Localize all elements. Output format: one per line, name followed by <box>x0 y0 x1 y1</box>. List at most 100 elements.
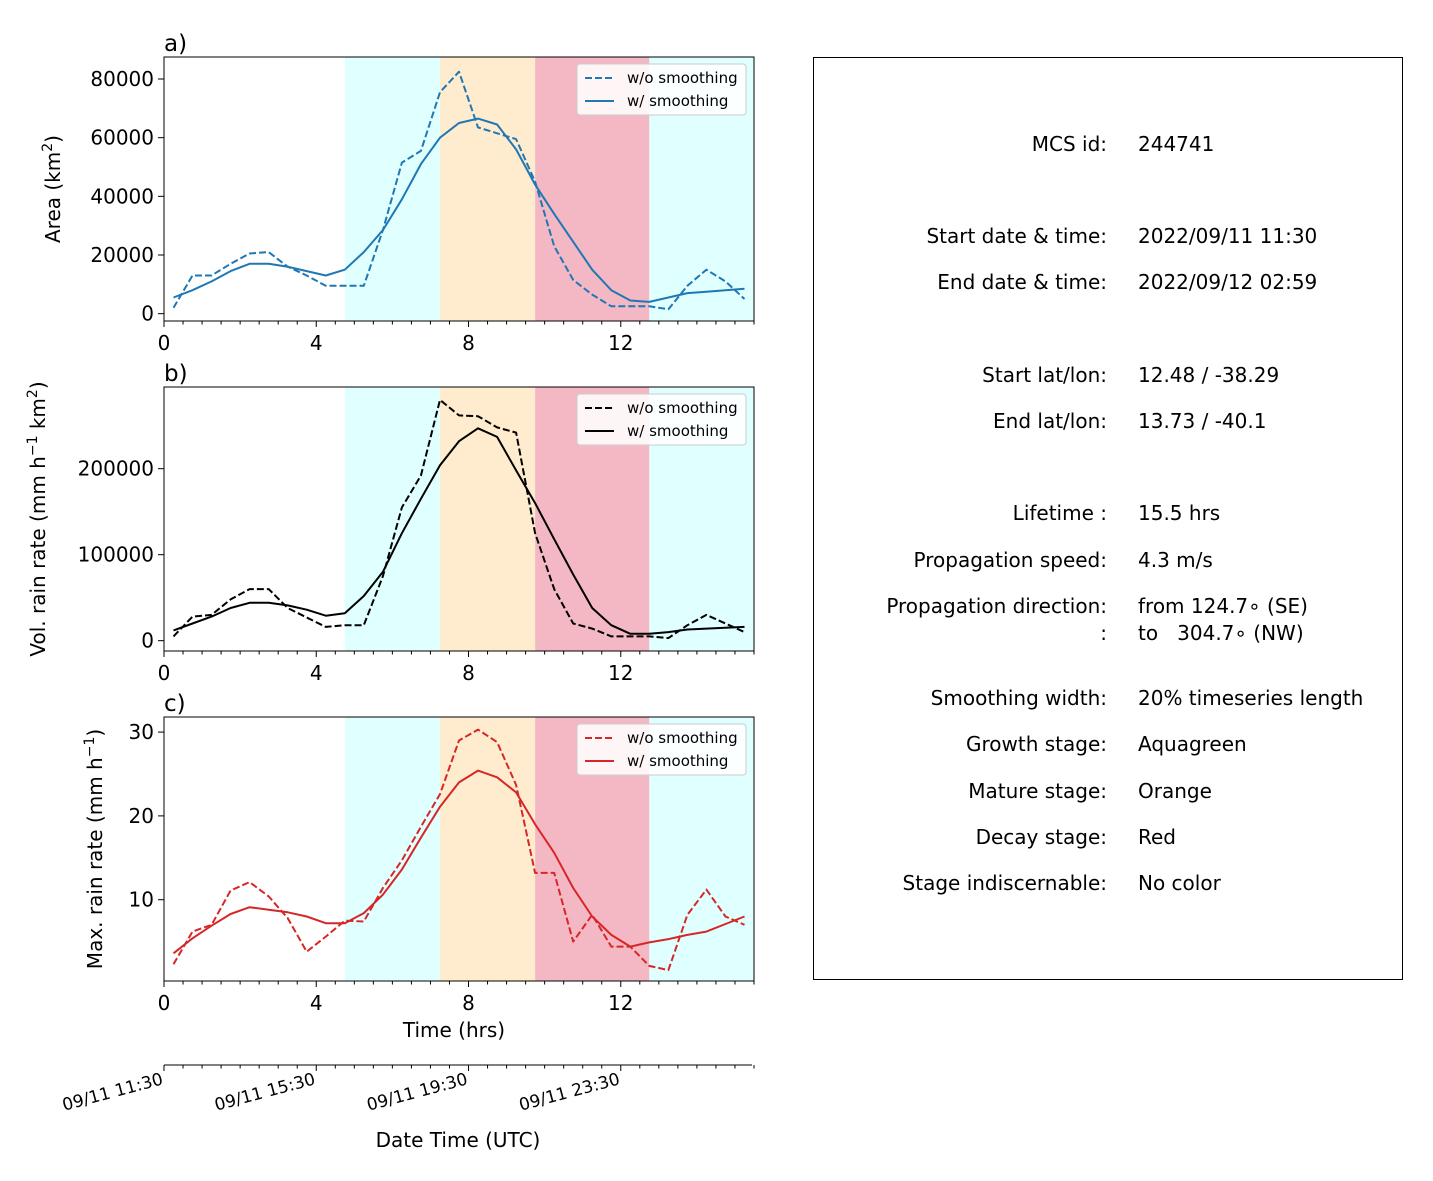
axes-frame <box>163 716 755 982</box>
stage-band <box>439 57 536 321</box>
legend-entry: w/o smoothing <box>627 69 738 87</box>
y-tick-label: 20 <box>129 804 154 828</box>
y-tick-label: 200000 <box>78 457 154 481</box>
info-row-end-latlon: End lat/lon: 13.73 / -40.1 <box>814 409 1402 433</box>
y-tick-label: 20000 <box>90 243 154 267</box>
info-row-decay-stage: Decay stage: Red <box>814 825 1402 849</box>
info-value: 15.5 hrs <box>1138 501 1221 525</box>
info-row-propagation-speed: Propagation speed: 4.3 m/s <box>814 548 1402 572</box>
x-tick-label: 0 <box>158 331 171 355</box>
y-axis-label: Vol. rain rate (mm h−1 km2) <box>25 381 50 656</box>
legend-box <box>576 63 747 116</box>
chart-panel-3: 10 20 30 0 4 8 12 c) Max. rain rate (mm h−1) Time… <box>82 691 755 1042</box>
date-tick-label: 09/11 11:30 <box>60 1070 165 1116</box>
legend-entry: w/ smoothing <box>627 92 728 110</box>
info-value: 12.48 / -38.29 <box>1138 363 1280 387</box>
info-row-start-time: Start date & time: 2022/09/11 11:30 <box>814 224 1402 248</box>
x-tick-label: 12 <box>608 331 633 355</box>
y-tick-label: 0 <box>141 629 154 653</box>
series-line <box>172 728 745 972</box>
info-label: End date & time: <box>937 270 1107 294</box>
info-value: Orange <box>1138 779 1212 803</box>
info-label: Mature stage: <box>968 779 1107 803</box>
y-tick-label: 0 <box>141 302 154 326</box>
info-row-stage-indiscernable: Stage indiscernable: No color <box>814 871 1402 895</box>
info-value: 2022/09/12 02:59 <box>1138 270 1318 294</box>
info-label: Start lat/lon: <box>982 363 1107 387</box>
info-row-propagation-direction-to: : to 304.7∘ (NW) <box>814 621 1402 645</box>
info-label: Propagation speed: <box>913 548 1107 572</box>
y-tick-label: 40000 <box>90 184 154 208</box>
info-value: to 304.7∘ (NW) <box>1138 621 1304 645</box>
info-row-start-latlon: Start lat/lon: 12.48 / -38.29 <box>814 363 1402 387</box>
date-tick-label: 09/11 23:30 <box>517 1070 622 1116</box>
info-value: 2022/09/11 11:30 <box>1138 224 1318 248</box>
stage-band <box>344 717 440 981</box>
panel-label: c) <box>164 691 186 717</box>
legend-entry: w/ smoothing <box>627 422 728 440</box>
info-value: 4.3 m/s <box>1138 548 1213 572</box>
y-tick-label: 80000 <box>90 67 154 91</box>
info-value: No color <box>1138 871 1221 895</box>
info-value: from 124.7∘ (SE) <box>1138 594 1308 618</box>
series-line <box>172 398 745 640</box>
date-tick-label: 09/11 19:30 <box>365 1070 470 1116</box>
legend-box <box>576 723 747 776</box>
info-value: 20% timeseries length <box>1138 686 1364 710</box>
x-tick-label: 12 <box>608 661 633 685</box>
series-line <box>173 427 745 635</box>
date-axis: 09/11 11:30 09/11 15:30 09/11 19:30 09/11 2… <box>60 1064 755 1152</box>
info-row-propagation-direction: Propagation direction: from 124.7∘ (SE) <box>814 594 1402 618</box>
info-row-end-time: End date & time: 2022/09/12 02:59 <box>814 270 1402 294</box>
y-tick-label: 60000 <box>90 126 154 150</box>
x-tick-label: 4 <box>310 661 323 685</box>
panel-label: b) <box>164 361 188 387</box>
info-label: Lifetime : <box>1012 501 1107 525</box>
y-tick-label: 10 <box>129 888 154 912</box>
info-label: Smoothing width: <box>930 686 1107 710</box>
legend-entry: w/ smoothing <box>627 752 728 770</box>
legend-entry: w/o smoothing <box>627 729 738 747</box>
info-label: Start date & time: <box>926 224 1107 248</box>
info-row-growth-stage: Growth stage: Aquagreen <box>814 732 1402 756</box>
info-row-mcs-id: MCS id: 244741 <box>814 132 1402 156</box>
series-line <box>173 117 745 303</box>
stage-band <box>344 387 440 651</box>
x-tick-label: 12 <box>608 991 633 1015</box>
x-tick-label: 4 <box>310 331 323 355</box>
x-tick-label: 8 <box>462 991 475 1015</box>
info-row-smoothing-width: Smoothing width: 20% timeseries length <box>814 686 1402 710</box>
stage-band <box>344 57 440 321</box>
info-row-mature-stage: Mature stage: Orange <box>814 779 1402 803</box>
axes-frame <box>163 386 755 652</box>
panel-label: a) <box>164 31 187 57</box>
info-value: Aquagreen <box>1138 732 1247 756</box>
info-label: MCS id: <box>1031 132 1107 156</box>
x-tick-label: 0 <box>158 991 171 1015</box>
info-label: : <box>1100 621 1107 645</box>
x-axis-label: Time (hrs) <box>402 1018 505 1042</box>
info-label: Stage indiscernable: <box>902 871 1107 895</box>
date-axis-label: Date Time (UTC) <box>376 1128 541 1152</box>
y-tick-label: 30 <box>129 720 154 744</box>
stage-band <box>439 717 536 981</box>
y-axis-label: Area (km2) <box>40 135 65 243</box>
x-tick-label: 0 <box>158 661 171 685</box>
chart-panel-2: 0 100000 200000 0 4 8 12 b) Vol. rain rate (mm h… <box>25 361 755 685</box>
info-value: Red <box>1138 825 1176 849</box>
x-tick-label: 8 <box>462 661 475 685</box>
x-tick-label: 4 <box>310 991 323 1015</box>
y-axis-label: Max. rain rate (mm h−1) <box>82 729 107 969</box>
info-value: 13.73 / -40.1 <box>1138 409 1267 433</box>
stage-band <box>439 387 536 651</box>
date-tick-label: 09/11 15:30 <box>213 1070 318 1116</box>
legend-box <box>576 393 747 446</box>
legend-entry: w/o smoothing <box>627 399 738 417</box>
info-value: 244741 <box>1138 132 1215 156</box>
y-tick-label: 100000 <box>78 543 154 567</box>
info-label: Propagation direction: <box>886 594 1107 618</box>
series-line <box>172 769 745 955</box>
info-label: Decay stage: <box>975 825 1107 849</box>
axes-frame <box>163 56 755 322</box>
info-panel: MCS id: 244741 Start date & time: 2022/0… <box>813 57 1403 980</box>
